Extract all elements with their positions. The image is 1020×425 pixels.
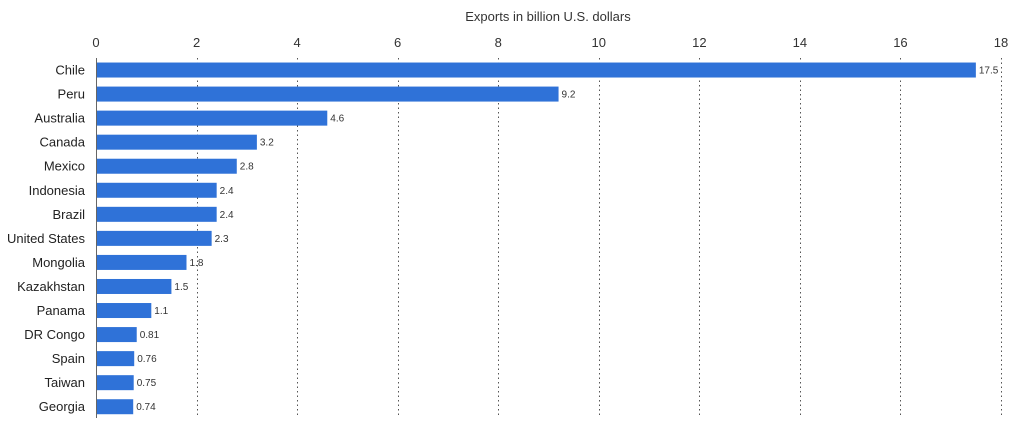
data-label: 0.74 (136, 402, 156, 413)
data-label: 2.8 (240, 162, 254, 173)
data-label: 17.5 (979, 66, 999, 77)
category-label: United States (7, 231, 86, 246)
category-label: Indonesia (29, 183, 86, 198)
x-tick-label: 12 (692, 35, 706, 50)
x-axis-ticks: 0 2 4 6 8 10 12 14 16 18 (92, 35, 1008, 50)
category-label: Kazakhstan (17, 279, 85, 294)
category-label: DR Congo (24, 327, 85, 342)
bar-spain[interactable] (96, 351, 135, 367)
bar-peru[interactable] (96, 86, 559, 102)
bar-chile[interactable] (96, 62, 976, 78)
x-tick-label: 14 (793, 35, 807, 50)
x-tick-label: 4 (293, 35, 300, 50)
data-label: 0.81 (140, 330, 160, 341)
data-label: 3.2 (260, 138, 274, 149)
data-label: 2.4 (220, 186, 234, 197)
data-label: 4.6 (330, 114, 344, 125)
x-tick-label: 8 (495, 35, 502, 50)
category-label: Georgia (39, 399, 86, 414)
category-label: Canada (39, 135, 85, 150)
category-label: Peru (58, 87, 85, 102)
data-label: 9.2 (562, 90, 576, 101)
category-label: Panama (37, 303, 86, 318)
bar-georgia[interactable] (96, 399, 134, 415)
bar-indonesia[interactable] (96, 182, 217, 198)
x-tick-label: 6 (394, 35, 401, 50)
data-label: 0.76 (137, 354, 157, 365)
x-tick-label: 2 (193, 35, 200, 50)
bar-mexico[interactable] (96, 158, 237, 174)
x-tick-label: 0 (92, 35, 99, 50)
bar-united-states[interactable] (96, 230, 212, 246)
data-label: 1.5 (174, 282, 188, 293)
bar-taiwan[interactable] (96, 375, 134, 391)
category-label: Taiwan (45, 375, 85, 390)
data-label: 1.1 (154, 306, 168, 317)
category-labels: Chile Peru Australia Canada Mexico Indonesia B… (7, 63, 86, 415)
bars: 17.5 9.2 4.6 3.2 2.8 2.4 2.4 2.3 1.8 1.5 1.1 0.81 0.… (96, 62, 999, 415)
bar-canada[interactable] (96, 134, 257, 150)
x-axis-title: Exports in billion U.S. dollars (465, 9, 631, 24)
bar-panama[interactable] (96, 303, 152, 319)
bar-kazakhstan[interactable] (96, 278, 172, 294)
data-label: 2.4 (220, 210, 234, 221)
category-label: Mexico (44, 159, 85, 174)
bar-australia[interactable] (96, 110, 328, 126)
bar-mongolia[interactable] (96, 254, 187, 270)
category-label: Mongolia (32, 255, 86, 270)
bar-brazil[interactable] (96, 206, 217, 222)
data-label: 1.8 (190, 258, 204, 269)
x-tick-label: 10 (592, 35, 606, 50)
bar-dr-congo[interactable] (96, 327, 137, 343)
x-tick-label: 18 (994, 35, 1008, 50)
category-label: Brazil (52, 207, 85, 222)
category-label: Spain (52, 351, 85, 366)
x-tick-label: 16 (893, 35, 907, 50)
category-label: Australia (34, 111, 85, 126)
data-label: 2.3 (215, 234, 229, 245)
category-label: Chile (55, 63, 85, 78)
data-label: 0.75 (137, 378, 157, 389)
